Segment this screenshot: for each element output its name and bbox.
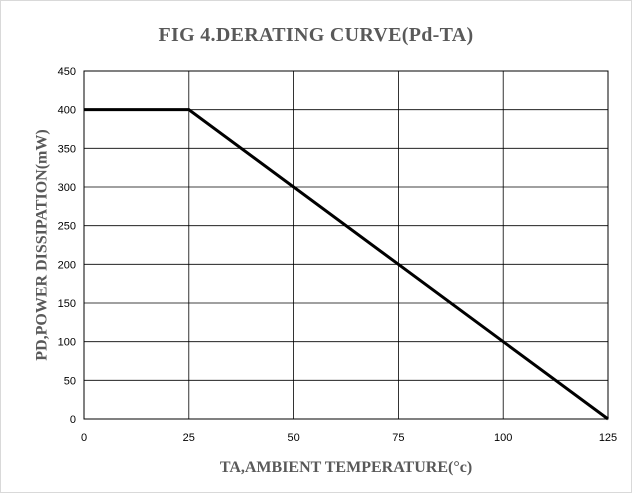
- x-tick-label-125: 125: [599, 432, 617, 444]
- y-axis-ticks: 0 50 100 150 200 250 300 350 400 450: [58, 66, 76, 426]
- y-tick-label-450: 450: [58, 66, 76, 78]
- y-tick-label-300: 300: [58, 182, 76, 194]
- derating-curve-line: [84, 108, 609, 421]
- y-tick-label-100: 100: [58, 337, 76, 349]
- x-tick-label-75: 75: [392, 432, 404, 444]
- x-tick-label-0: 0: [81, 432, 87, 444]
- x-tick-label-50: 50: [287, 432, 299, 444]
- x-tick-label-25: 25: [183, 432, 195, 444]
- grid-lines: [83, 70, 609, 420]
- y-tick-label-0: 0: [70, 414, 76, 426]
- y-tick-label-200: 200: [58, 259, 76, 271]
- x-axis-ticks: 0 25 50 75 100 125: [81, 432, 617, 444]
- y-tick-label-350: 350: [58, 143, 76, 155]
- chart-title: FIG 4.DERATING CURVE(Pd-TA): [158, 24, 474, 46]
- y-tick-label-150: 150: [58, 298, 76, 310]
- y-tick-label-50: 50: [64, 375, 76, 387]
- y-tick-label-400: 400: [58, 105, 76, 117]
- x-axis-label: TA,AMBIENT TEMPERATURE(°c): [220, 459, 472, 476]
- plot-area-border: [83, 70, 609, 420]
- y-tick-label-250: 250: [58, 221, 76, 233]
- x-tick-label-100: 100: [494, 432, 512, 444]
- series-layer: [84, 108, 609, 421]
- y-axis-label: PD,POWER DISSIPATION(mW): [34, 129, 51, 360]
